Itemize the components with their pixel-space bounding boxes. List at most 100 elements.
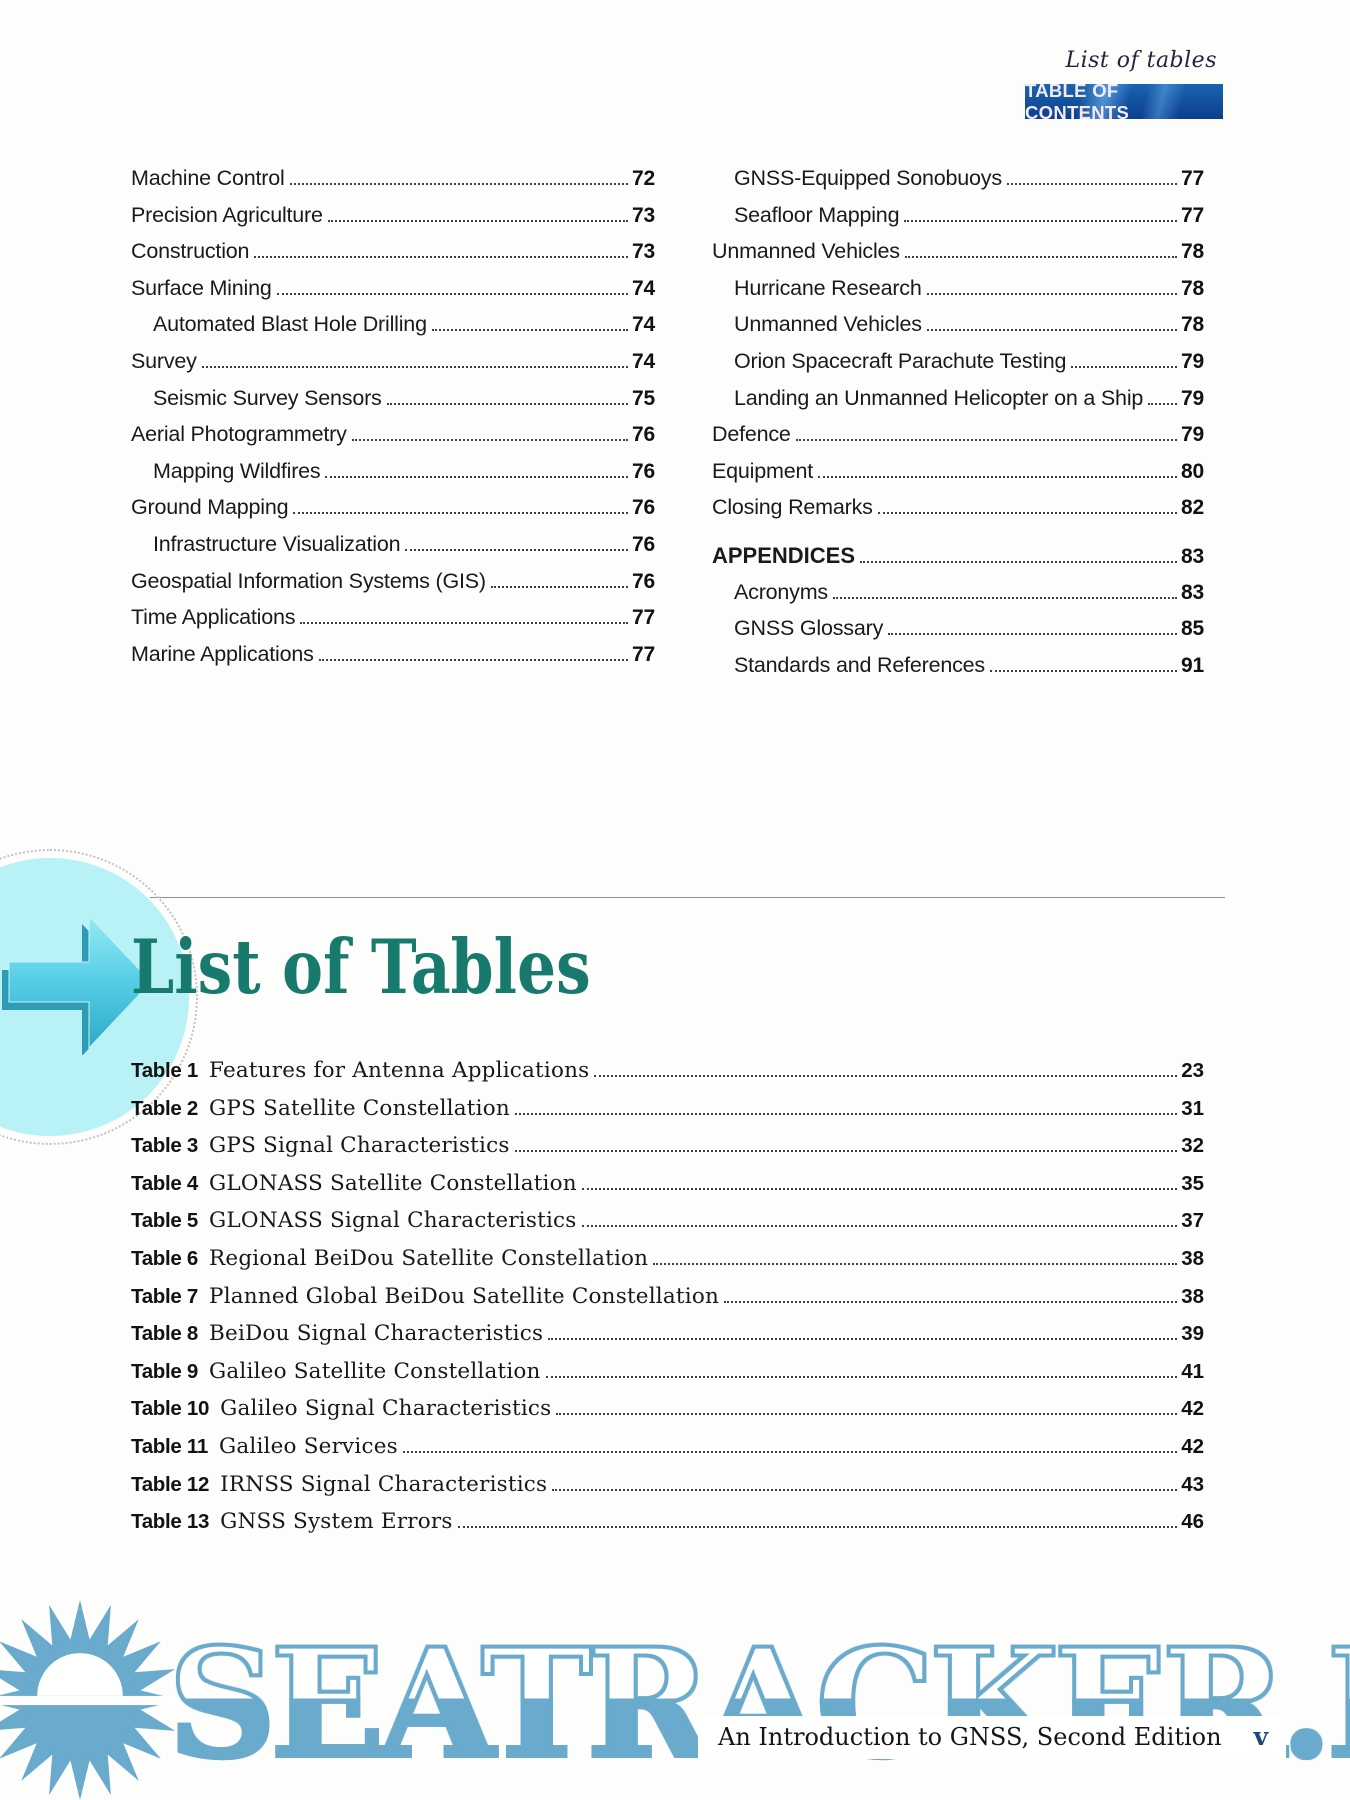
- dot-leader: [289, 183, 629, 185]
- dot-leader: [904, 219, 1178, 222]
- toc-entry: Hurricane Research 78: [712, 276, 1204, 313]
- toc-entry-label: Seafloor Mapping: [734, 202, 900, 227]
- dot-leader: [653, 1262, 1178, 1265]
- table-entry-label: Table 11: [131, 1434, 208, 1458]
- table-entry-page: 46: [1181, 1510, 1204, 1534]
- toc-entry: Seafloor Mapping 77: [712, 203, 1204, 240]
- toc-entry-label: Ground Mapping: [131, 495, 289, 520]
- toc-entry: Survey 74: [131, 349, 655, 386]
- toc-entry-label: Time Applications: [131, 605, 296, 630]
- toc-entry-page: 74: [632, 276, 655, 300]
- table-entry-label: Table 3: [131, 1134, 199, 1158]
- table-entry-page: 38: [1181, 1284, 1204, 1308]
- table-entry-title: Galileo Services: [219, 1433, 398, 1459]
- toc-entry-page: 79: [1181, 423, 1204, 447]
- toc-entry-label: Precision Agriculture: [131, 202, 323, 227]
- toc-entry-label: GNSS Glossary: [734, 616, 884, 641]
- toc-entry-page: 78: [1181, 276, 1204, 300]
- toc-entry-label: Orion Spacecraft Parachute Testing: [734, 348, 1067, 373]
- dot-leader: [490, 585, 629, 588]
- dot-leader: [581, 1225, 1178, 1228]
- dot-leader: [386, 402, 629, 405]
- table-list-entry: Table 3 GPS Signal Characteristics 32: [131, 1133, 1204, 1171]
- dot-leader: [1006, 183, 1178, 185]
- table-entry-page: 43: [1181, 1472, 1204, 1496]
- toc-entry-label: Acronyms: [734, 579, 828, 604]
- toc-entry: Surface Mining 74: [131, 276, 655, 313]
- toc-entry-page: 73: [632, 240, 655, 264]
- toc-entry-label: Survey: [131, 348, 197, 373]
- toc-entry: Infrastructure Visualization 76: [131, 532, 655, 569]
- table-list-entry: Table 1 Features for Antenna Application…: [131, 1058, 1204, 1096]
- table-entry-label: Table 7: [131, 1284, 199, 1308]
- toc-entry-label: Closing Remarks: [712, 495, 873, 520]
- toc-entry-page: 77: [632, 606, 655, 630]
- table-entry-title: GNSS System Errors: [220, 1509, 453, 1535]
- toc-entry-page: 77: [1181, 203, 1204, 227]
- dot-leader: [545, 1375, 1178, 1378]
- table-entry-title: Regional BeiDou Satellite Constellation: [209, 1245, 649, 1271]
- table-entry-page: 42: [1181, 1397, 1204, 1421]
- toc-entry-page: 91: [1181, 653, 1204, 677]
- table-entry-label: Table 8: [131, 1322, 199, 1346]
- dot-leader: [581, 1187, 1178, 1190]
- dot-leader: [888, 633, 1178, 636]
- table-entry-page: 32: [1181, 1134, 1204, 1158]
- dot-leader: [556, 1413, 1178, 1416]
- dot-leader: [1148, 402, 1178, 405]
- table-entry-page: 41: [1181, 1359, 1204, 1383]
- table-entry-title: IRNSS Signal Characteristics: [220, 1471, 548, 1497]
- dot-leader: [514, 1112, 1178, 1115]
- toc-entry: Defence 79: [712, 422, 1204, 459]
- toc-entry-label: APPENDICES: [712, 542, 856, 568]
- dot-leader: [832, 596, 1178, 599]
- sun-icon: [0, 1600, 182, 1800]
- toc-entry: Closing Remarks 82: [712, 495, 1204, 532]
- dot-leader: [201, 365, 629, 368]
- page-number: v: [1253, 1722, 1269, 1751]
- toc-entry-label: Standards and References: [734, 652, 985, 677]
- toc-entry: Unmanned Vehicles 78: [712, 239, 1204, 276]
- table-entry-label: Table 13: [131, 1510, 210, 1534]
- toc-entry-page: 74: [632, 313, 655, 337]
- toc-entry-page: 83: [1181, 544, 1204, 568]
- toc-entry-page: 76: [632, 532, 655, 556]
- table-entry-title: BeiDou Signal Characteristics: [209, 1321, 544, 1347]
- toc-entry: GNSS Glossary 85: [712, 616, 1204, 653]
- toc-entry-page: 77: [1181, 167, 1204, 190]
- toc-entry: Precision Agriculture 73: [131, 203, 655, 240]
- table-entry-label: Table 5: [131, 1209, 199, 1233]
- toc-entry-label: Surface Mining: [131, 275, 272, 300]
- toc-entry-label: Equipment: [712, 458, 813, 483]
- toc-entry-label: Construction: [131, 239, 250, 264]
- table-entry-title: GPS Signal Characteristics: [209, 1133, 510, 1159]
- toc-entry: Acronyms 83: [712, 580, 1204, 617]
- dot-leader: [254, 256, 629, 259]
- toc-entry: Seismic Survey Sensors 75: [131, 386, 655, 423]
- toc-entry-page: 76: [632, 459, 655, 483]
- toc-entry-label: Geospatial Information Systems (GIS): [131, 568, 486, 593]
- dot-leader: [431, 329, 629, 332]
- dot-leader: [405, 548, 629, 551]
- dot-leader: [877, 512, 1178, 515]
- table-entry-label: Table 4: [131, 1171, 199, 1195]
- dot-leader: [860, 560, 1178, 563]
- toc-entry: Ground Mapping 76: [131, 495, 655, 532]
- table-list-entry: Table 13 GNSS System Errors 46: [131, 1509, 1204, 1547]
- book-title: An Introduction to GNSS, Second Edition: [718, 1723, 1222, 1751]
- toc-entry-label: Aerial Photogrammetry: [131, 422, 347, 447]
- toc-entry-page: 79: [1181, 386, 1204, 410]
- arrow-right-icon: [2, 914, 152, 1055]
- toc-entry: Mapping Wildfires 76: [131, 459, 655, 496]
- dot-leader: [552, 1488, 1178, 1491]
- toc-entry-label: Seismic Survey Sensors: [153, 385, 382, 410]
- dot-leader: [327, 219, 629, 222]
- toc-entry-page: 72: [632, 167, 655, 190]
- toc-entry-page: 78: [1181, 313, 1204, 337]
- toc-entry-page: 83: [1181, 580, 1204, 604]
- toc-entry-label: Hurricane Research: [734, 275, 922, 300]
- toc-entry: GNSS-Equipped Sonobuoys 77: [712, 166, 1204, 203]
- toc-entry-page: 74: [632, 349, 655, 373]
- toc-entry-label: Mapping Wildfires: [153, 458, 321, 483]
